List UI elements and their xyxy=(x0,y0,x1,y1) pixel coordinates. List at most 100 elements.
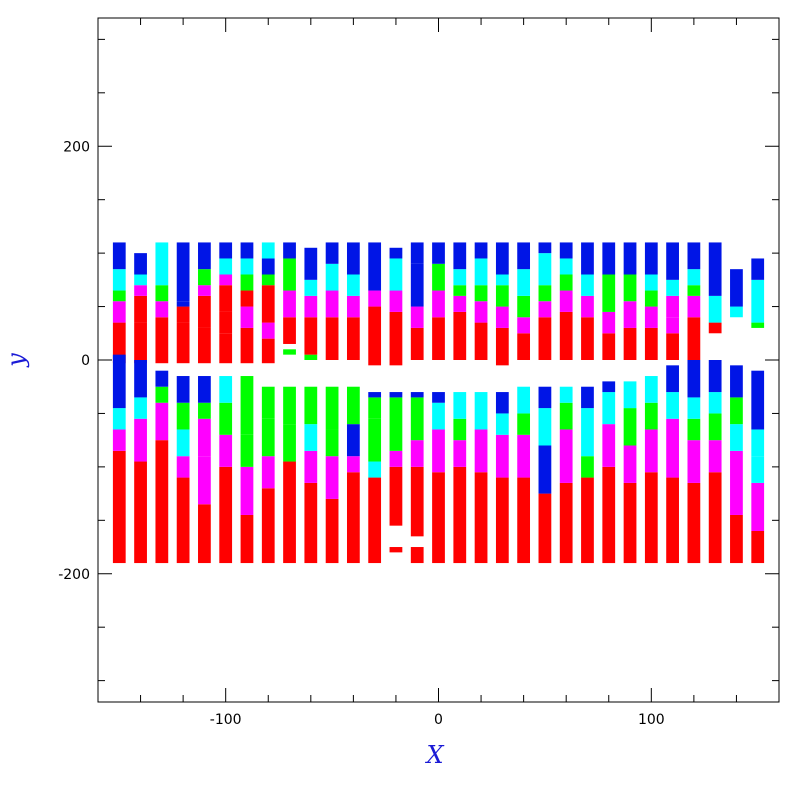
bar-segment-lower-13-1 xyxy=(389,466,403,526)
bar-segment-lower-29-3 xyxy=(730,397,743,425)
bar-segment-lower-30-0 xyxy=(751,531,765,564)
bar-segment-lower-14-4 xyxy=(410,392,424,398)
bar-segment-lower-4-2 xyxy=(198,418,211,457)
bar-segment-upper-5-2 xyxy=(219,285,233,312)
bar-segment-upper-27-3 xyxy=(687,269,701,286)
bar-segment-upper-8-5 xyxy=(283,242,296,259)
bar-segment-lower-1-2 xyxy=(134,397,147,419)
bar-segment-upper-6-0 xyxy=(240,327,254,364)
bar-segment-lower-24-0 xyxy=(623,482,637,564)
bar-segment-upper-21-1 xyxy=(559,290,573,312)
bar-segment-lower-5-2 xyxy=(219,402,233,435)
bar-segment-upper-5-3 xyxy=(219,274,233,286)
bar-segment-upper-22-1 xyxy=(581,295,594,318)
bar-segment-lower-11-3 xyxy=(346,386,360,425)
bar-segment-lower-26-2 xyxy=(666,392,679,419)
bar-segment-lower-0-2 xyxy=(112,408,126,430)
bar-segment-upper-15-2 xyxy=(432,263,445,291)
bar-segment-lower-27-2 xyxy=(687,418,701,441)
bar-segment-upper-9-2 xyxy=(304,295,318,318)
bar-segment-lower-22-3 xyxy=(581,386,594,409)
bar-segment-lower-21-1 xyxy=(559,429,573,483)
bar-segment-upper-16-1 xyxy=(453,295,467,312)
bar-segment-lower-24-1 xyxy=(623,445,637,483)
bar-segment-lower-25-0 xyxy=(644,472,658,564)
bar-segment-lower-7-1 xyxy=(261,456,275,489)
bar-segment-upper-20-2 xyxy=(538,285,552,302)
bar-segment-upper-17-1 xyxy=(474,301,488,323)
bar-segment-upper-1-1 xyxy=(134,295,147,323)
bar-segment-lower-18-3 xyxy=(495,392,509,414)
bar-segment-upper-27-0 xyxy=(687,317,701,360)
bar-segment-upper-30-2 xyxy=(751,258,765,280)
bar-segment-lower-28-4 xyxy=(708,360,722,393)
bar-segment-lower-11-2 xyxy=(346,424,360,457)
bar-segment-upper-6-2 xyxy=(240,290,254,307)
bar-segment-upper-9-4 xyxy=(304,247,318,280)
bar-segment-upper-7-4 xyxy=(261,258,275,275)
bar-segment-lower-17-0 xyxy=(474,472,488,564)
bar-segment-upper-4-3 xyxy=(198,269,211,286)
bar-segment-upper-7-3 xyxy=(261,274,275,286)
bar-segment-upper-20-3 xyxy=(538,253,552,286)
bar-segment-upper-12-0 xyxy=(368,306,382,366)
bar-segment-upper-14-0 xyxy=(410,327,424,360)
bar-segment-upper-5-0 xyxy=(219,333,233,364)
bar-segment-upper-10-3 xyxy=(325,242,339,264)
bar-segment-upper-0-4 xyxy=(112,242,126,270)
bar-segment-lower-23-0 xyxy=(602,466,616,564)
bar-segment-lower-16-0 xyxy=(453,466,467,564)
bar-segment-upper-27-1 xyxy=(687,295,701,318)
bar-segment-upper-25-4 xyxy=(644,242,658,275)
bar-segment-lower-12-2 xyxy=(368,418,382,462)
bar-segment-upper-1-4 xyxy=(134,253,147,275)
bar-segment-lower-30-3 xyxy=(751,429,765,457)
bar-segment-upper-3-0 xyxy=(176,322,190,364)
bar-segment-upper-9-3 xyxy=(304,279,318,296)
bar-segment-upper-6-3 xyxy=(240,274,254,291)
bar-segment-upper-28-0 xyxy=(708,322,722,334)
bar-segment-upper-11-1 xyxy=(346,295,360,318)
bar-segment-lower-29-1 xyxy=(730,450,743,515)
bar-segment-upper-4-4 xyxy=(198,242,211,270)
bar-segment-lower-2-0 xyxy=(155,440,169,564)
bar-segment-upper-25-1 xyxy=(644,306,658,328)
bar-segment-lower-4-0 xyxy=(198,504,211,564)
bar-segment-lower-23-1 xyxy=(602,424,616,467)
bar-segment-upper-3-2 xyxy=(176,301,190,307)
bar-segment-lower-12-3 xyxy=(368,397,382,419)
bar-segment-upper-16-2 xyxy=(453,285,467,296)
bar-segment-upper-18-4 xyxy=(495,242,509,275)
bar-segment-upper-25-3 xyxy=(644,274,658,291)
bar-segment-lower-7-2 xyxy=(261,418,275,457)
bar-segment-upper-18-0 xyxy=(495,327,509,366)
bar-segment-upper-6-5 xyxy=(240,242,254,259)
bar-segment-upper-11-0 xyxy=(346,317,360,360)
bar-segment-lower-27-0 xyxy=(687,482,701,564)
bar-segment-upper-10-2 xyxy=(325,263,339,291)
bar-segment-lower-29-2 xyxy=(730,424,743,451)
bar-segment-lower-2-2 xyxy=(155,386,169,403)
bar-segment-upper-15-3 xyxy=(432,242,445,264)
bar-segment-lower-29-4 xyxy=(730,365,743,398)
bar-segment-lower-5-3 xyxy=(219,376,233,403)
bar-segment-lower-8-2 xyxy=(283,386,296,425)
bar-segment-upper-10-1 xyxy=(325,290,339,318)
bar-segment-upper-5-1 xyxy=(219,311,233,334)
bar-segment-lower-17-2 xyxy=(474,392,488,430)
bar-segment-upper-0-0 xyxy=(112,322,126,364)
bar-segment-upper-15-0 xyxy=(432,317,445,360)
bar-segment-lower-0-0 xyxy=(112,450,126,564)
bar-segment-upper-6-4 xyxy=(240,258,254,275)
bar-segment-lower-10-3 xyxy=(325,386,339,430)
bar-segment-lower-18-0 xyxy=(495,477,509,564)
bar-segment-lower-25-1 xyxy=(644,429,658,473)
bar-segment-upper-27-2 xyxy=(687,285,701,296)
bar-segment-upper-23-0 xyxy=(602,333,616,360)
bar-segment-lower-8-1 xyxy=(283,424,296,462)
bar-segment-lower-3-1 xyxy=(176,456,190,478)
bar-segment-lower-26-1 xyxy=(666,418,679,478)
bar-segment-upper-6-1 xyxy=(240,306,254,328)
bar-segment-upper-2-2 xyxy=(155,285,169,302)
bar-segment-upper-18-1 xyxy=(495,306,509,328)
